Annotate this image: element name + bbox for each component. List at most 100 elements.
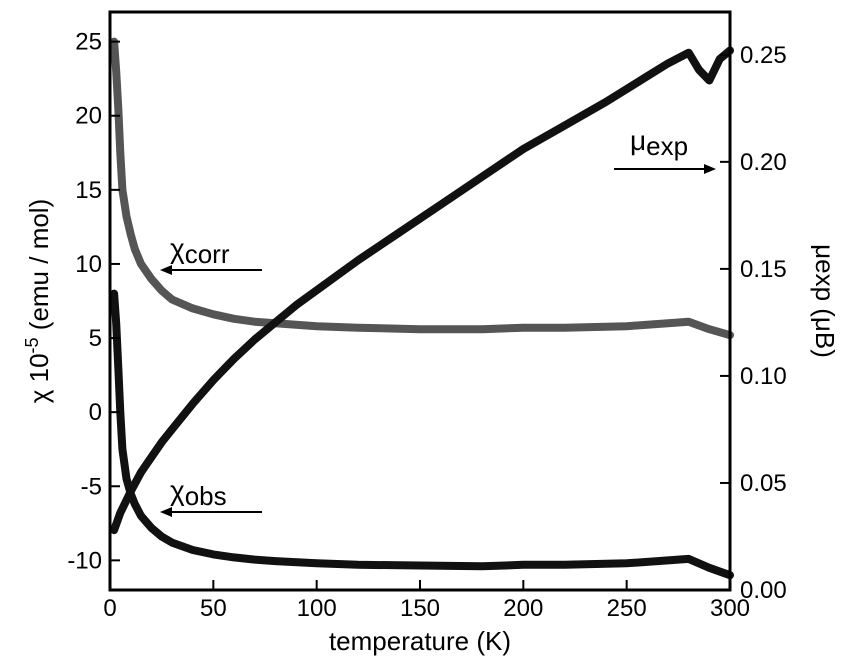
data-point-mu_exp (716, 56, 723, 63)
series-chi_corr (110, 37, 734, 340)
data-point-chi_obs (158, 533, 165, 540)
data-point-chi_obs (313, 560, 320, 567)
data-point-chi_obs (417, 562, 423, 569)
data-point-chi_corr (685, 318, 692, 325)
data-point-chi_obs (210, 551, 217, 558)
annotation-mu-exp: μexp (614, 125, 716, 174)
series-line-mu_exp (110, 46, 734, 535)
data-point-chi_obs (119, 446, 126, 453)
data-point-chi_corr (117, 149, 124, 156)
data-point-chi_obs (231, 554, 237, 561)
data-point-chi_obs (115, 364, 122, 371)
x-tick-label: 0 (103, 595, 116, 622)
data-point-mu_exp (293, 302, 299, 309)
left-tick-label: -5 (81, 473, 102, 500)
annotation-mu-exp-arrowhead (704, 164, 716, 174)
data-point-chi_obs (111, 290, 118, 297)
data-point-chi_corr (113, 68, 120, 75)
left-axis-label-prefix: χ 10 (24, 353, 54, 403)
data-point-chi_corr (169, 296, 175, 303)
annotation-chi-corr-subscript: corr (185, 239, 230, 269)
plot-lines (110, 37, 734, 580)
data-point-chi_corr (355, 324, 361, 331)
data-point-chi_obs (123, 475, 130, 482)
left-axis-label-sup: -5 (22, 337, 42, 353)
x-tick-label: 300 (710, 595, 750, 622)
data-point-chi_obs (272, 558, 279, 565)
data-point-chi_obs (131, 501, 138, 507)
x-tick-label: 200 (503, 595, 543, 622)
data-point-chi_corr (520, 324, 527, 331)
right-tick-label: 0.15 (740, 256, 787, 283)
data-point-mu_exp (685, 49, 692, 56)
data-point-mu_exp (313, 287, 320, 294)
data-point-chi_corr (251, 318, 258, 325)
data-point-chi_corr (119, 186, 126, 193)
data-point-chi_corr (158, 287, 165, 294)
series-mu_exp (110, 46, 734, 535)
annotation-chi-corr-symbol: χ (170, 233, 185, 264)
data-point-chi_obs (685, 555, 692, 562)
annotation-chi-corr-arrowhead (160, 265, 172, 275)
left-tick-label: 15 (75, 177, 102, 204)
data-point-chi_obs (117, 409, 124, 416)
annotation-chi-corr-label: χcorr (170, 233, 230, 269)
right-tick-label: 0.20 (740, 149, 787, 176)
data-point-mu_exp (696, 66, 702, 73)
data-point-chi_corr (131, 246, 138, 253)
data-point-mu_exp (479, 173, 485, 180)
data-point-chi_corr (123, 213, 130, 220)
data-point-chi_corr (210, 311, 217, 318)
data-point-chi_obs (138, 512, 144, 519)
data-point-chi_obs (665, 557, 671, 564)
left-tick-label: 5 (89, 325, 102, 352)
right-axis-label: μexp (μB) (810, 244, 840, 358)
data-point-chi_corr (148, 275, 155, 282)
data-point-chi_obs (479, 563, 485, 570)
left-axis-ticks: -10 -5 0 5 10 15 20 25 (67, 29, 120, 574)
data-point-mu_exp (644, 73, 651, 80)
annotation-mu-exp-subscript: exp (646, 131, 688, 161)
data-point-chi_obs (251, 556, 258, 563)
left-tick-label: 25 (75, 29, 102, 56)
data-point-mu_exp (127, 488, 134, 495)
annotation-chi-corr: χcorr (160, 233, 262, 275)
right-tick-label: 0.10 (740, 363, 787, 390)
annotation-chi-obs-symbol: χ (170, 475, 185, 506)
right-tick-label: 0.25 (740, 42, 787, 69)
data-point-mu_exp (117, 509, 124, 516)
data-point-mu_exp (437, 201, 444, 208)
data-point-chi_obs (355, 561, 361, 568)
x-axis-ticks: 0 50 100 150 200 250 300 (103, 580, 750, 622)
series-line-chi_obs (110, 289, 734, 580)
data-point-mu_exp (138, 469, 144, 476)
left-tick-label: 20 (75, 103, 102, 130)
data-point-chi_corr (665, 320, 671, 327)
data-point-chi_obs (706, 564, 713, 571)
data-point-chi_corr (115, 105, 122, 112)
data-point-mu_exp (706, 77, 713, 84)
data-point-mu_exp (520, 146, 527, 152)
data-point-chi_obs (561, 561, 568, 568)
data-point-chi_corr (561, 324, 568, 331)
annotation-chi-obs-arrowhead (160, 507, 172, 517)
data-point-chi_corr (231, 315, 237, 322)
data-point-chi_obs (520, 561, 527, 568)
x-tick-label: 150 (400, 595, 440, 622)
data-point-chi_corr (706, 326, 713, 333)
data-point-mu_exp (396, 229, 403, 236)
series-chi_obs (110, 289, 734, 580)
data-point-chi_obs (169, 539, 175, 546)
data-point-chi_corr (623, 323, 630, 330)
data-point-chi_obs (189, 547, 196, 553)
data-point-chi_obs (113, 320, 120, 327)
annotation-mu-exp-label: μexp (630, 125, 688, 161)
annotation-chi-obs-subscript: obs (185, 481, 227, 511)
data-point-mu_exp (231, 355, 237, 362)
data-point-chi_corr (479, 326, 485, 333)
series-line-chi_corr (110, 37, 734, 340)
annotation-chi-obs-label: χobs (170, 475, 227, 511)
data-point-chi_corr (138, 260, 144, 267)
x-tick-label: 100 (297, 595, 337, 622)
